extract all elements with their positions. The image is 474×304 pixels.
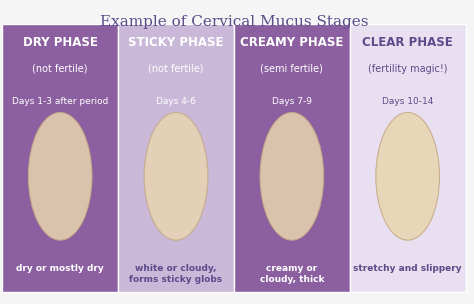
Text: white or cloudy,
forms sticky globs: white or cloudy, forms sticky globs [129,264,223,284]
Ellipse shape [376,112,439,240]
Ellipse shape [28,112,92,240]
Text: Days 10-14: Days 10-14 [382,97,433,106]
Text: Days 4-6: Days 4-6 [156,97,196,106]
Ellipse shape [260,112,324,240]
Text: dry or mostly dry: dry or mostly dry [16,264,104,274]
Text: CREAMY PHASE: CREAMY PHASE [240,36,344,50]
Text: creamy or
cloudy, thick: creamy or cloudy, thick [260,264,324,284]
Text: Example of Cervical Mucus Stages: Example of Cervical Mucus Stages [100,15,368,29]
FancyBboxPatch shape [234,24,350,292]
Text: (semi fertile): (semi fertile) [260,64,323,74]
Text: stretchy and slippery: stretchy and slippery [354,264,462,274]
FancyBboxPatch shape [350,24,465,292]
FancyBboxPatch shape [118,24,234,292]
Text: DRY PHASE: DRY PHASE [23,36,98,50]
Text: (not fertile): (not fertile) [148,64,204,74]
Text: STICKY PHASE: STICKY PHASE [128,36,224,50]
Text: Days 7-9: Days 7-9 [272,97,312,106]
Text: CLEAR PHASE: CLEAR PHASE [362,36,453,50]
Text: (not fertile): (not fertile) [32,64,88,74]
Ellipse shape [144,112,208,240]
Text: (fertility magic!): (fertility magic!) [368,64,447,74]
Text: Days 1-3 after period: Days 1-3 after period [12,97,109,106]
FancyBboxPatch shape [2,24,118,292]
